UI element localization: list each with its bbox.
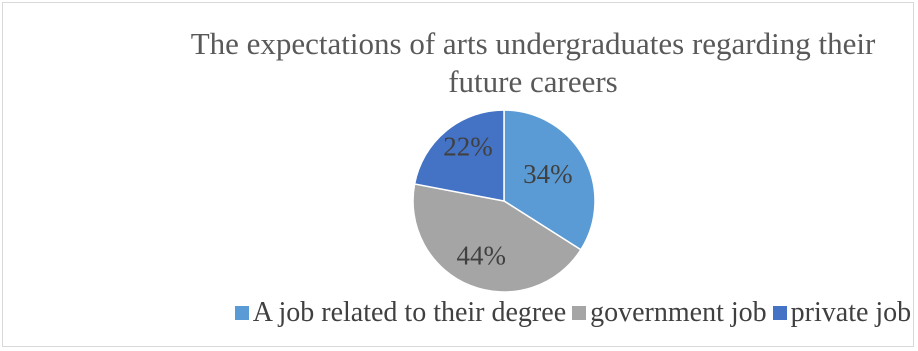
legend: A job related to their degree government…	[3, 296, 913, 330]
pie-label-government-job: 44%	[456, 241, 506, 271]
pie-slice-private-job[interactable]	[413, 109, 505, 202]
pie-slice-government-job[interactable]	[412, 183, 582, 293]
pie-chart: 34% 44% 22%	[412, 109, 596, 293]
legend-item-government-job[interactable]: government job	[572, 296, 767, 330]
legend-label-degree-job: A job related to their degree	[252, 297, 567, 328]
pie-label-private-job: 22%	[443, 132, 493, 162]
chart-frame: The expectations of arts undergraduates …	[2, 2, 914, 347]
legend-item-private-job[interactable]: private job	[772, 296, 912, 330]
pie-slices	[412, 109, 596, 293]
pie-labels: 34% 44% 22%	[443, 132, 572, 271]
chart-title: The expectations of arts undergraduates …	[190, 26, 876, 99]
legend-swatch-private-job	[772, 306, 787, 320]
legend-label-private-job: private job	[790, 297, 912, 328]
legend-item-degree-job[interactable]: A job related to their degree	[234, 296, 567, 330]
legend-label-government-job: government job	[590, 297, 767, 328]
legend-swatch-degree-job	[234, 306, 249, 320]
pie-label-degree-job: 34%	[523, 159, 573, 189]
legend-swatch-government-job	[572, 306, 587, 320]
